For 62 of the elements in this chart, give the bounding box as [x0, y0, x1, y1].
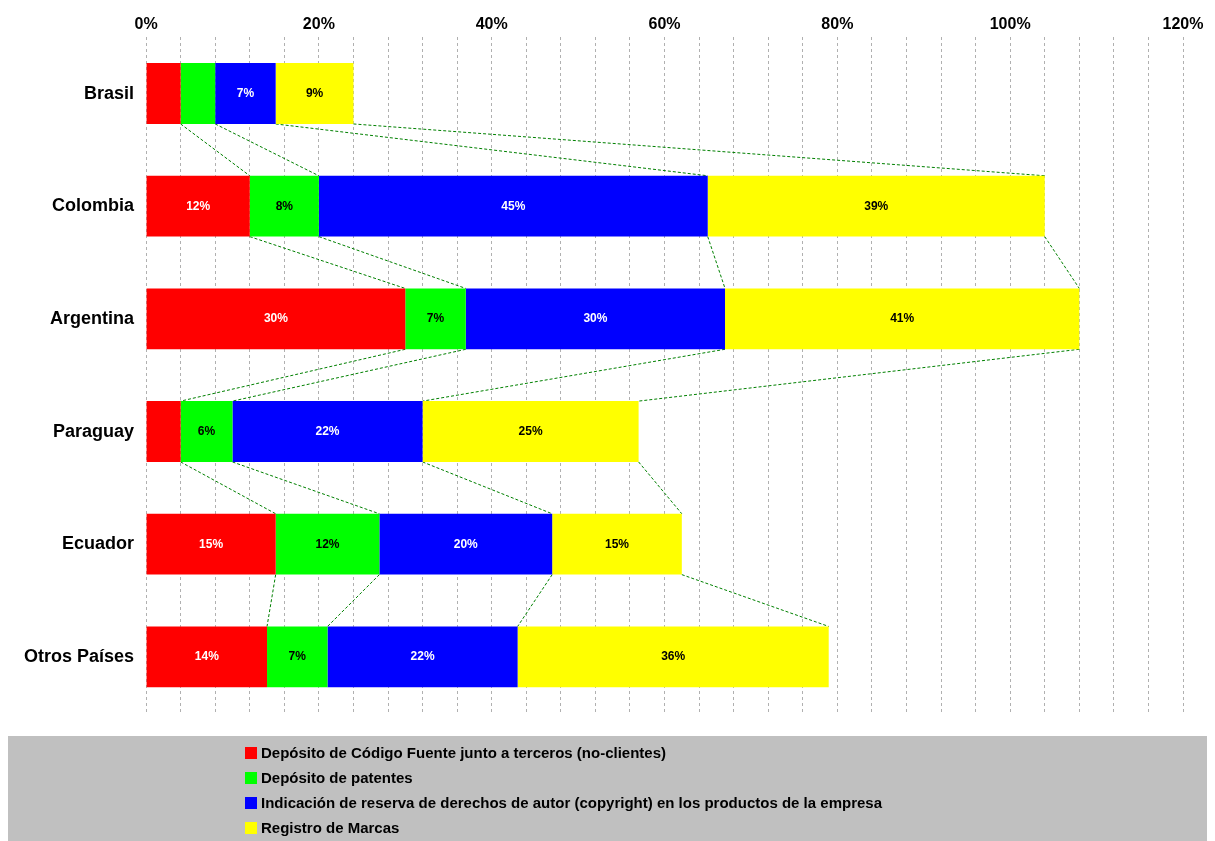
bar — [552, 513, 682, 575]
bar — [517, 626, 829, 688]
data-label: 8% — [275, 198, 294, 213]
bar — [146, 288, 406, 350]
bar — [707, 175, 1045, 237]
data-label: 22% — [410, 649, 435, 664]
bar — [405, 288, 466, 350]
data-label: 14% — [194, 649, 220, 664]
bar — [146, 401, 181, 462]
y-tick-label: Argentina — [50, 307, 136, 328]
bar — [267, 626, 328, 688]
x-tick-label: 120% — [1162, 15, 1204, 33]
data-label: 15% — [199, 536, 224, 551]
data-label: 7% — [236, 85, 255, 100]
data-label: 12% — [186, 198, 211, 213]
bar — [146, 513, 276, 575]
data-label: 9% — [305, 85, 324, 100]
data-label: 41% — [890, 311, 915, 326]
data-label: 22% — [315, 423, 340, 438]
x-tick-label: 60% — [648, 15, 681, 33]
y-tick-label: Paraguay — [53, 420, 135, 441]
y-tick-label: Brasil — [84, 82, 135, 103]
data-label: 20% — [453, 536, 479, 551]
y-tick-label: Colombia — [52, 195, 136, 216]
bar — [232, 401, 423, 462]
bar — [275, 513, 380, 575]
bar — [180, 63, 216, 124]
data-label: 39% — [864, 198, 889, 213]
x-tick-label: 80% — [821, 15, 854, 33]
bar — [327, 626, 518, 688]
legend-label: Registro de Marcas — [261, 819, 400, 836]
bar — [146, 175, 250, 237]
legend-label: Indicación de reserva de derechos de autor (copyright) en los productos de la empresa — [261, 794, 883, 811]
data-label: 36% — [661, 649, 686, 664]
data-label: 6% — [197, 423, 216, 438]
data-label: 30% — [583, 311, 608, 326]
legend-label: Depósito de Código Fuente junto a terceros (no-clientes) — [261, 744, 667, 761]
data-label: 7% — [426, 311, 445, 326]
bar — [215, 63, 276, 124]
bar — [465, 288, 726, 350]
bar — [249, 175, 319, 237]
x-tick-label: 40% — [475, 15, 508, 33]
y-tick-label: Otros Países — [23, 645, 135, 666]
x-tick-label: 20% — [302, 15, 335, 33]
bar — [275, 63, 354, 124]
data-label: 25% — [518, 423, 543, 438]
bar — [422, 401, 639, 462]
bar — [725, 288, 1080, 350]
bar — [379, 513, 553, 575]
bar — [146, 63, 181, 124]
bar — [146, 626, 268, 688]
legend-label: Depósito de patentes — [261, 769, 413, 786]
data-label: 45% — [501, 198, 526, 213]
y-tick-label: Ecuador — [62, 533, 135, 554]
x-tick-label: 0% — [134, 15, 158, 33]
data-label: 15% — [604, 536, 630, 551]
data-label: 7% — [288, 649, 307, 664]
x-tick-label: 100% — [989, 15, 1031, 33]
bar — [180, 401, 233, 462]
data-label: 30% — [263, 311, 289, 326]
bar — [318, 175, 708, 237]
data-label: 12% — [315, 536, 340, 551]
